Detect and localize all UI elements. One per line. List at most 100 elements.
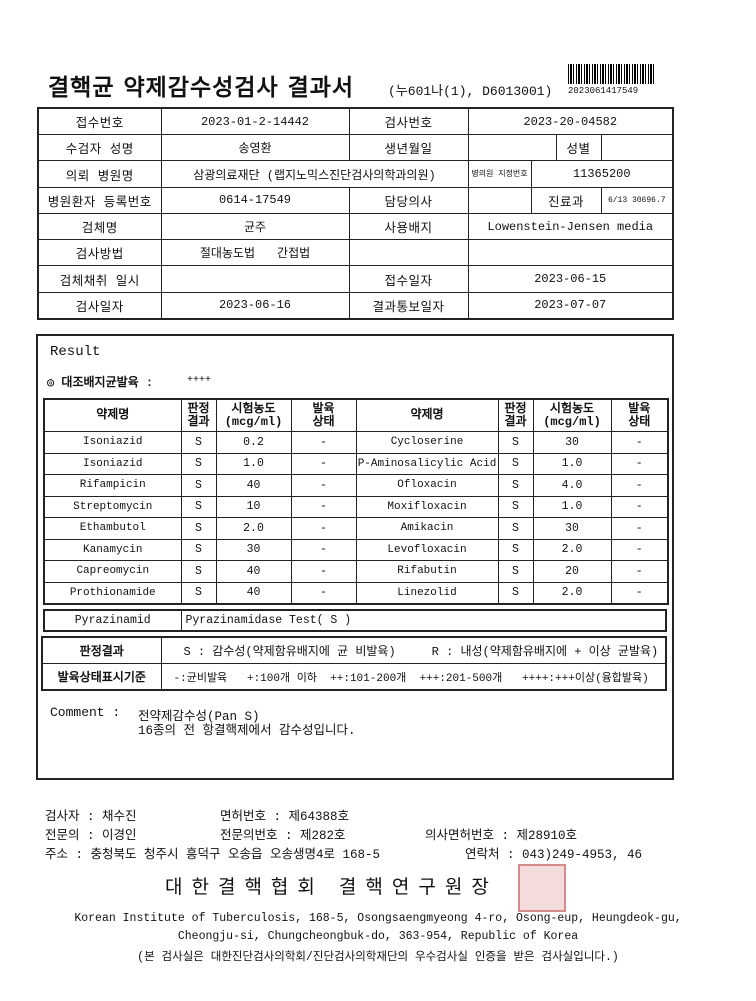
- info-row: 의뢰 병원명 삼광의료재단 (랩지노믹스진단검사의학과의원) 병의원 지정번호 113…: [37, 160, 674, 188]
- label: 검사일자: [37, 291, 162, 320]
- judgement: S: [497, 474, 534, 497]
- value: 2023-06-15: [467, 265, 674, 293]
- header-line: 시험농도: [231, 401, 276, 416]
- growth: -: [290, 517, 357, 540]
- concentration: 2.0: [532, 581, 612, 605]
- judgement: S: [497, 431, 534, 454]
- criteria-label: 판정결과: [41, 636, 162, 664]
- header-line: 약제명: [410, 408, 444, 422]
- info-row: 수검자 성명 송영환 생년월일 성별: [37, 134, 674, 162]
- concentration: 2.0: [215, 517, 292, 540]
- judgement: S: [180, 495, 217, 518]
- drug-name: Isoniazid: [43, 452, 182, 475]
- info-row: 접수번호 2023-01-2-14442 검사번호 2023-20-04582: [37, 107, 674, 136]
- license: 면허번호 : 제64388호: [220, 810, 350, 824]
- address: 주소 : 충청북도 청주시 흥덕구 오송읍 오송생명4로 168-5: [45, 848, 381, 862]
- header-line: 발육: [312, 401, 335, 416]
- header-line: 판정: [187, 401, 210, 416]
- drug-name: Amikacin: [355, 517, 499, 540]
- empty-cell: [467, 134, 557, 162]
- drug-row: Ethambutol S 2.0- Amikacin S 30-: [43, 517, 669, 540]
- concentration: 20: [532, 560, 612, 583]
- label: 접수일자: [348, 265, 469, 293]
- drug-name: Ethambutol: [43, 517, 182, 540]
- growth: -: [610, 581, 669, 605]
- empty-cell: [467, 186, 532, 214]
- header-line: (mcg/ml): [224, 414, 283, 429]
- judgement: S: [180, 581, 217, 605]
- judgement: S: [497, 560, 534, 583]
- comment-line: 전약제감수성(Pan S): [138, 710, 260, 724]
- english-address: Cheongju-si, Chungcheongbuk-do, 363-954,…: [177, 930, 579, 943]
- criteria-table: 판정결과 S : 감수성(약제함유배지에 균 비발육) R : 내성(약제함유배지에…: [41, 636, 667, 691]
- info-row: 검체채취 일시 접수일자 2023-06-15: [37, 265, 674, 293]
- empty-cell: [160, 265, 350, 293]
- drug-table: 약제명 판정 결과 시험농도 (mcg/ml) 발육 상태 약제명 판정 결과 시험농도 (mcg/m…: [43, 398, 669, 605]
- judgement: S: [180, 538, 217, 561]
- label: 생년월일: [348, 134, 469, 162]
- drug-name: Rifampicin: [43, 474, 182, 497]
- criteria-r: R : 내성(약제함유배지에 + 이상 균발육): [431, 645, 659, 659]
- concentration: 1.0: [532, 452, 612, 475]
- method: 절대농도법: [199, 247, 256, 262]
- criteria-text: -:균비발육 +:100개 이하 ++:101-200개 +++:201-500…: [160, 663, 667, 691]
- growth: -: [290, 474, 357, 497]
- label: 검체채취 일시: [37, 265, 162, 293]
- concentration: 4.0: [532, 474, 612, 497]
- label: 검사방법: [37, 239, 162, 267]
- header-line: 약제명: [96, 408, 130, 422]
- column-header: 발육 상태: [610, 398, 669, 432]
- concentration: 10: [215, 495, 292, 518]
- info-row: 검체명 균주 사용배지 Lowenstein-Jensen media: [37, 212, 674, 241]
- value: 삼광의료재단 (랩지노믹스진단검사의학과의원): [160, 160, 469, 188]
- info-table: 접수번호 2023-01-2-14442 검사번호 2023-20-04582 수검자…: [37, 107, 674, 320]
- drug-name: Isoniazid: [43, 431, 182, 454]
- header-row: 약제명 판정 결과 시험농도 (mcg/ml) 발육 상태 약제명 판정 결과 시험농도 (mcg/m…: [43, 398, 669, 432]
- judgement: S: [497, 452, 534, 475]
- result-box: [36, 334, 674, 780]
- judgement: S: [180, 560, 217, 583]
- criteria-text: S : 감수성(약제함유배지에 균 비발육) R : 내성(약제함유배지에 + 이…: [160, 636, 667, 664]
- concentration: 2.0: [532, 538, 612, 561]
- drug-name: P-Aminosalicylic Acid: [355, 452, 499, 475]
- drug-row: Isoniazid S 1.0- P-Aminosalicylic Acid S 1.0-: [43, 452, 669, 475]
- growth: -: [290, 560, 357, 583]
- label: 검사번호: [348, 107, 469, 136]
- value: 2023-07-07: [467, 291, 674, 320]
- drug-name: Capreomycin: [43, 560, 182, 583]
- value: Lowenstein-Jensen media: [467, 212, 674, 241]
- concentration: 1.0: [215, 452, 292, 475]
- concentration: 1.0: [532, 495, 612, 518]
- column-header: 시험농도 (mcg/ml): [532, 398, 612, 432]
- drug-name: Linezolid: [355, 581, 499, 605]
- criteria-row: 발육상태표시기준 -:균비발육 +:100개 이하 ++:101-200개 +++…: [41, 663, 667, 691]
- header-line: 결과: [504, 414, 527, 429]
- specialist: 전문의 : 이경인: [45, 829, 137, 843]
- growth: -: [610, 495, 669, 518]
- concentration: 30: [215, 538, 292, 561]
- concentration: 40: [215, 560, 292, 583]
- value: 송영환: [160, 134, 350, 162]
- label: 사용배지: [348, 212, 469, 241]
- header-line: 발육: [628, 401, 651, 416]
- header-line: 상태: [312, 414, 335, 429]
- growth: -: [290, 581, 357, 605]
- judgement: S: [180, 452, 217, 475]
- specialist-number: 전문의번호 : 제282호: [220, 829, 346, 843]
- column-header: 약제명: [43, 398, 182, 432]
- label: 진료과: [530, 186, 602, 214]
- column-header: 시험농도 (mcg/ml): [215, 398, 292, 432]
- value: 6/13 30696.7: [600, 186, 674, 214]
- drug-row: Streptomycin S 10- Moxifloxacin S 1.0-: [43, 495, 669, 518]
- concentration: 0.2: [215, 431, 292, 454]
- comment-line: 16종의 전 항결핵제에서 감수성입니다.: [138, 724, 356, 738]
- column-header: 약제명: [355, 398, 499, 432]
- judgement: S: [497, 538, 534, 561]
- contact: 연락처 : 043)249-4953, 46: [465, 848, 643, 862]
- drug-name: Ofloxacin: [355, 474, 499, 497]
- drug-name: Levofloxacin: [355, 538, 499, 561]
- value: 절대농도법 간접법: [160, 239, 350, 267]
- growth: -: [610, 560, 669, 583]
- title: 결핵균 약제감수성검사 결과서: [48, 74, 355, 101]
- drug-name: Pyrazinamid: [43, 609, 182, 632]
